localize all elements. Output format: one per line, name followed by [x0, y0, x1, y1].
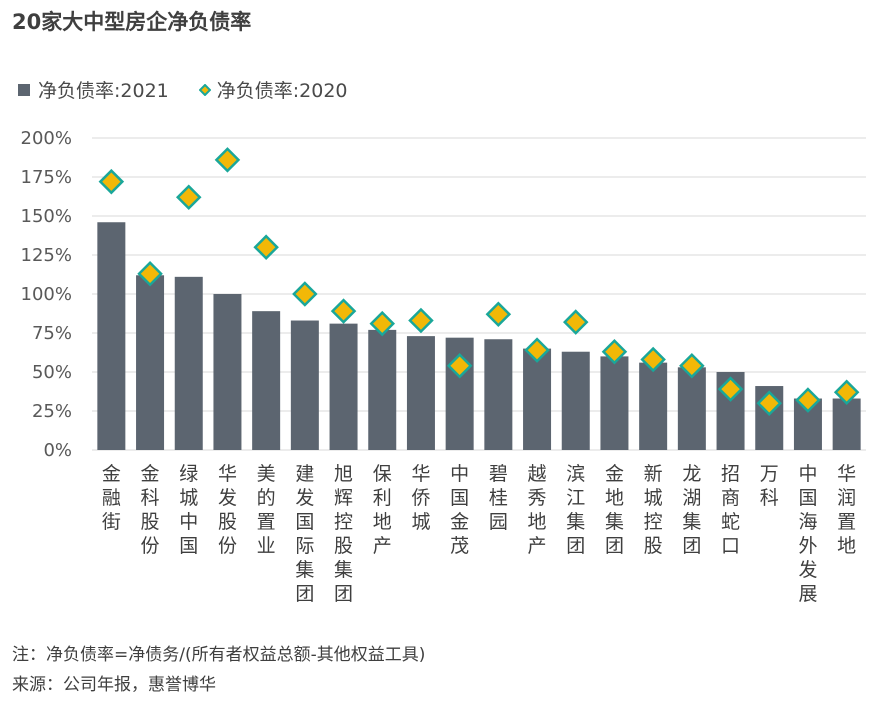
category-label: 华润置地 — [837, 463, 856, 557]
marker-2020 — [717, 376, 744, 402]
marker-2020 — [446, 352, 473, 379]
legend-item-2020: 净负债率:2020 — [198, 76, 348, 103]
y-tick-label: 0% — [43, 440, 72, 461]
y-tick-label: 50% — [32, 362, 72, 383]
category-label: 建发国际集团 — [295, 463, 314, 605]
marker-2020 — [756, 390, 783, 416]
source-note: 来源：公司年报，惠誉博华 — [12, 675, 216, 695]
category-label: 保利地产 — [373, 463, 392, 557]
marker-2020 — [524, 337, 550, 363]
marker-2020 — [175, 184, 202, 211]
bar — [329, 323, 358, 450]
category-label: 金地集团 — [605, 463, 624, 557]
category-label: 万科 — [760, 463, 779, 509]
category-label: 绿城中国 — [179, 463, 198, 557]
category-label: 碧桂园 — [489, 463, 508, 533]
category-label: 龙湖集团 — [682, 463, 701, 557]
legend-bar-swatch — [18, 83, 30, 96]
bar — [639, 362, 668, 450]
marker-2020 — [253, 234, 279, 260]
y-tick-label: 100% — [21, 284, 72, 305]
category-label: 中国金茂 — [450, 463, 469, 557]
legend-label-2020: 净负债率:2020 — [216, 80, 348, 102]
y-tick-label: 25% — [32, 401, 72, 422]
bar — [368, 329, 397, 450]
y-tick-label: 150% — [21, 206, 72, 227]
bar — [677, 367, 706, 450]
marker-2020 — [485, 301, 512, 328]
category-label: 中国海外发展 — [798, 463, 817, 605]
bar — [252, 311, 281, 450]
bar — [136, 275, 165, 450]
chart-title: 20家大中型房企净负债率 — [12, 10, 252, 34]
bar-chart: 0% 25% 50% 75% 100% 125% 150% 175% 200% 金融街 金科股份绿城… — [21, 128, 866, 605]
bar — [484, 339, 513, 450]
marker-2020 — [369, 310, 396, 337]
category-label: 滨江集团 — [566, 463, 585, 557]
bar — [600, 356, 629, 450]
marker-2020 — [292, 281, 318, 307]
category-label: 华发股份 — [218, 463, 237, 557]
marker-2020 — [562, 309, 589, 335]
bar — [523, 348, 552, 450]
category-label: 金融街 — [102, 463, 121, 533]
marker-2020 — [137, 260, 163, 287]
marker-2020 — [214, 147, 241, 173]
category-label: 越秀地产 — [528, 463, 547, 557]
marker-2020 — [679, 352, 705, 379]
marker-2020 — [98, 168, 125, 195]
category-label: 金科股份 — [141, 463, 160, 557]
bar — [290, 320, 319, 450]
legend-item-2021: 净负债率:2021 — [18, 76, 169, 103]
marker-2020 — [833, 379, 860, 406]
legend-diamond-swatch — [198, 83, 211, 96]
marker-2020 — [330, 298, 357, 324]
bar — [213, 294, 242, 450]
bar — [406, 336, 435, 450]
category-label: 华侨城 — [411, 463, 430, 533]
marker-2020 — [795, 387, 821, 413]
category-label: 旭辉控股集团 — [334, 463, 353, 605]
bar — [832, 398, 861, 450]
y-tick-label: 175% — [21, 167, 72, 188]
footnote: 注：净负债率=净债务/(所有者权益总额-其他权益工具) — [12, 645, 426, 665]
bar — [174, 276, 203, 450]
marker-2020 — [601, 338, 628, 365]
legend-label-2021: 净负债率:2021 — [38, 80, 169, 102]
y-tick-label: 200% — [21, 128, 72, 149]
marker-2020 — [640, 346, 666, 373]
marker-2020 — [408, 307, 434, 334]
bar — [561, 351, 590, 450]
legend: 净负债率:2021 净负债率:2020 — [18, 76, 378, 103]
bar — [97, 222, 126, 450]
category-label: 招商蛇口 — [721, 463, 740, 557]
y-tick-label: 125% — [21, 245, 72, 266]
y-tick-label: 75% — [32, 323, 72, 344]
category-label: 新城控股 — [644, 463, 663, 557]
category-label: 美的置业 — [257, 463, 276, 557]
